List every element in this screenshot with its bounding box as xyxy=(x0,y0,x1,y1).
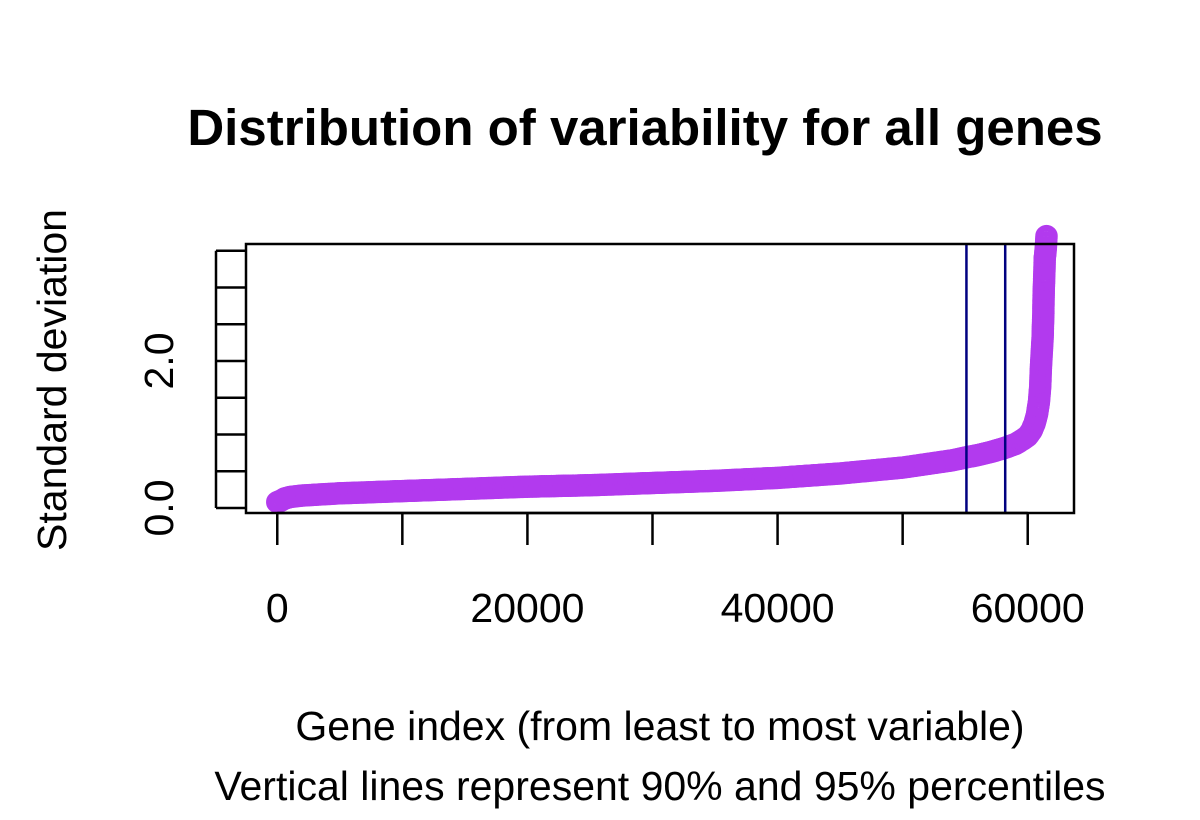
x-axis: 0 20000 40000 60000 xyxy=(266,511,1085,631)
x-axis-label-line2: Vertical lines represent 90% and 95% per… xyxy=(214,763,1105,809)
x-tick-label: 20000 xyxy=(470,585,584,631)
chart-title: Distribution of variability for all gene… xyxy=(187,99,1102,156)
y-axis-label: Standard deviation xyxy=(29,209,75,551)
x-tick-label: 40000 xyxy=(721,585,835,631)
x-tick-label: 0 xyxy=(266,585,289,631)
y-tick-label: 0.0 xyxy=(136,480,182,537)
x-axis-label: Gene index (from least to most variable) xyxy=(295,703,1024,749)
data-point xyxy=(1035,224,1058,248)
y-axis: 0.0 2.0 xyxy=(136,249,246,537)
percentile-lines xyxy=(965,244,1007,513)
points-layer xyxy=(266,224,1058,514)
y-tick-label: 2.0 xyxy=(136,333,182,390)
x-tick-label: 60000 xyxy=(971,585,1085,631)
